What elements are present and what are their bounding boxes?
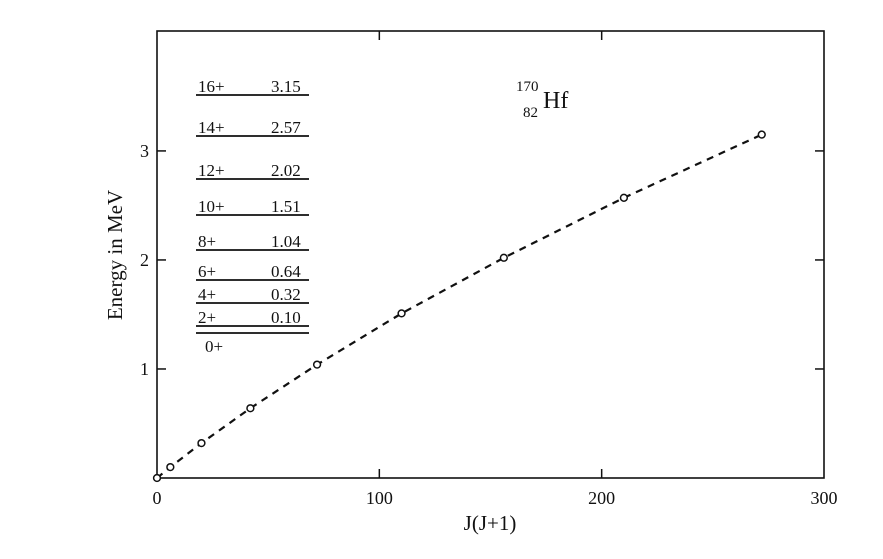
- level-spin: 10+: [198, 197, 225, 216]
- nuclide-symbol: Hf: [543, 88, 568, 114]
- data-point: [312, 360, 322, 369]
- data-point: [619, 193, 629, 202]
- level-row: 8+ 1.04: [196, 232, 309, 251]
- x-axis-label: J(J+1): [464, 511, 517, 535]
- level-row: 14+ 2.57: [196, 118, 309, 137]
- x-tick-label: 200: [588, 488, 615, 508]
- level-spin: 2+: [198, 308, 216, 327]
- dashed-fit-line: [156, 133, 763, 479]
- y-tick-label: 3: [140, 141, 149, 161]
- y-tick-label: 2: [140, 250, 149, 270]
- level-energy: 2.02: [271, 161, 301, 180]
- level-row: 16+ 3.15: [196, 77, 309, 96]
- level-energy: 2.57: [271, 118, 301, 137]
- level-energy: 0.10: [271, 308, 301, 327]
- nuclide-mass-number: 170: [516, 79, 539, 95]
- level-row: 0+: [196, 332, 309, 356]
- x-tick-label: 100: [366, 488, 393, 508]
- x-tick-label: 0: [153, 488, 162, 508]
- axis-tick-labels: 0 100 200 300 1 2 3: [140, 141, 838, 508]
- data-point: [499, 253, 508, 262]
- level-row: 12+ 2.02: [196, 161, 309, 180]
- data-point: [166, 462, 175, 472]
- data-point: [246, 404, 255, 413]
- data-points: [152, 130, 766, 483]
- level-spin: 12+: [198, 161, 225, 180]
- level-spin: 14+: [198, 118, 225, 137]
- level-spin: 8+: [198, 232, 216, 251]
- nuclide-label: 170 82 Hf: [516, 79, 568, 121]
- level-row: 10+ 1.51: [196, 197, 309, 216]
- data-point: [757, 130, 766, 139]
- data-point: [397, 309, 406, 318]
- level-row: 6+ 0.64: [196, 262, 309, 281]
- level-energy: 0.32: [271, 285, 301, 304]
- axis-ticks: [157, 31, 824, 478]
- level-energy: 3.15: [271, 77, 301, 96]
- y-axis-label: Energy in MeV: [103, 190, 127, 320]
- data-point: [152, 473, 162, 483]
- x-tick-label: 300: [811, 488, 838, 508]
- level-energy: 1.04: [271, 232, 301, 251]
- level-spin: 6+: [198, 262, 216, 281]
- level-energy: 0.64: [271, 262, 301, 281]
- level-spin: 0+: [205, 337, 223, 356]
- level-energy: 1.51: [271, 197, 301, 216]
- data-point: [197, 438, 206, 448]
- level-scheme: 16+ 3.15 14+ 2.57 12+ 2.02 10+ 1.51 8+ 1.04 6+ 0.64…: [196, 77, 309, 356]
- level-row: 2+ 0.10: [196, 308, 309, 327]
- level-row: 4+ 0.32: [196, 285, 309, 304]
- y-tick-label: 1: [140, 359, 149, 379]
- level-spin: 4+: [198, 285, 216, 304]
- level-spin: 16+: [198, 77, 225, 96]
- nuclide-atomic-number: 82: [523, 105, 538, 121]
- plot-frame: [156, 30, 825, 479]
